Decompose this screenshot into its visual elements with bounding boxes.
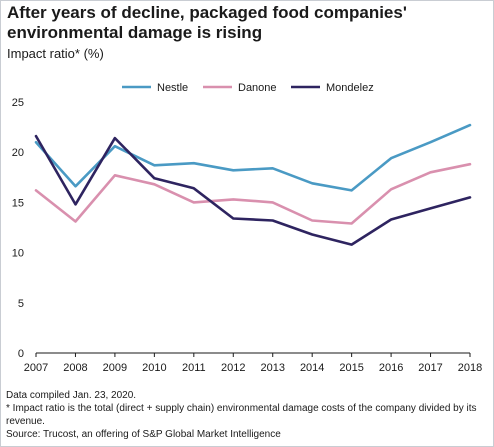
- chart-subtitle: Impact ratio* (%): [7, 46, 104, 61]
- x-tick-label: 2008: [63, 362, 87, 374]
- x-axis: 2007 2008 2009 2010 2011 2012 2013 2014 2015 2016…: [24, 352, 482, 374]
- y-tick-label: 5: [18, 298, 24, 310]
- x-tick-label: 2011: [182, 362, 206, 374]
- series-line-nestle: [34, 123, 472, 192]
- chart-title: After years of decline, packaged food co…: [7, 3, 407, 42]
- x-tick-label: 2014: [300, 362, 324, 374]
- legend-label-mondelez: Mondelez: [326, 82, 374, 94]
- y-tick-label: 25: [12, 97, 24, 109]
- x-tick-label: 2017: [418, 362, 442, 374]
- y-tick-label: 0: [18, 348, 24, 360]
- x-tick-label: 2012: [221, 362, 245, 374]
- source-note: Source: Trucost, an offering of S&P Glob…: [6, 429, 281, 440]
- y-tick-label: 15: [12, 197, 24, 209]
- x-tick-label: 2010: [142, 362, 166, 374]
- x-tick-label: 2007: [24, 362, 48, 374]
- footnote: * Impact ratio is the total (direct + su…: [6, 403, 477, 427]
- chart-notes: Data compiled Jan. 23, 2020. * Impact ra…: [6, 389, 490, 441]
- y-axis: 0 5 10 15 20 25: [12, 97, 24, 360]
- series-line-danone: [34, 162, 472, 225]
- series-line-mondelez: [34, 134, 472, 246]
- series-lines: [34, 123, 472, 246]
- x-tick-label: 2013: [260, 362, 284, 374]
- x-tick-label: 2018: [458, 362, 482, 374]
- y-tick-label: 20: [12, 147, 24, 159]
- x-tick-label: 2015: [339, 362, 363, 374]
- legend-label-danone: Danone: [238, 82, 277, 94]
- legend: Nestle Danone Mondelez: [122, 82, 374, 94]
- y-tick-label: 10: [12, 248, 24, 260]
- x-tick-label: 2009: [103, 362, 127, 374]
- compiled-note: Data compiled Jan. 23, 2020.: [6, 390, 137, 401]
- x-tick-label: 2016: [379, 362, 403, 374]
- legend-label-nestle: Nestle: [157, 82, 188, 94]
